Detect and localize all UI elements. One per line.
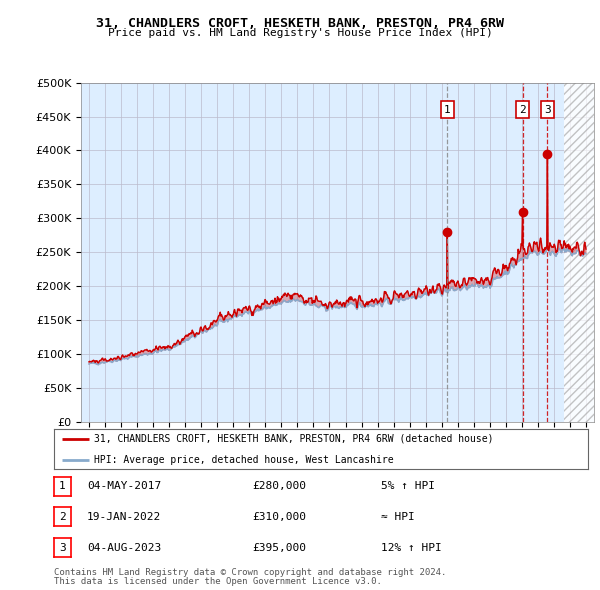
Text: £280,000: £280,000 — [252, 481, 306, 491]
Text: 3: 3 — [544, 105, 551, 114]
Text: 3: 3 — [59, 543, 66, 552]
Text: £310,000: £310,000 — [252, 512, 306, 522]
Text: £395,000: £395,000 — [252, 543, 306, 552]
Text: 31, CHANDLERS CROFT, HESKETH BANK, PRESTON, PR4 6RW (detached house): 31, CHANDLERS CROFT, HESKETH BANK, PREST… — [94, 434, 494, 444]
Bar — [563, 83, 594, 422]
Text: 12% ↑ HPI: 12% ↑ HPI — [381, 543, 442, 552]
Text: 04-AUG-2023: 04-AUG-2023 — [87, 543, 161, 552]
Text: 19-JAN-2022: 19-JAN-2022 — [87, 512, 161, 522]
Text: 31, CHANDLERS CROFT, HESKETH BANK, PRESTON, PR4 6RW: 31, CHANDLERS CROFT, HESKETH BANK, PREST… — [96, 17, 504, 30]
Bar — [563, 83, 594, 422]
Text: 2: 2 — [59, 512, 66, 522]
Text: ≈ HPI: ≈ HPI — [381, 512, 415, 522]
Text: 1: 1 — [59, 481, 66, 491]
Text: 1: 1 — [444, 105, 451, 114]
Text: Contains HM Land Registry data © Crown copyright and database right 2024.: Contains HM Land Registry data © Crown c… — [54, 568, 446, 577]
Text: Price paid vs. HM Land Registry's House Price Index (HPI): Price paid vs. HM Land Registry's House … — [107, 28, 493, 38]
Text: HPI: Average price, detached house, West Lancashire: HPI: Average price, detached house, West… — [94, 455, 394, 466]
Text: This data is licensed under the Open Government Licence v3.0.: This data is licensed under the Open Gov… — [54, 578, 382, 586]
Text: 2: 2 — [519, 105, 526, 114]
Text: 5% ↑ HPI: 5% ↑ HPI — [381, 481, 435, 491]
Text: 04-MAY-2017: 04-MAY-2017 — [87, 481, 161, 491]
